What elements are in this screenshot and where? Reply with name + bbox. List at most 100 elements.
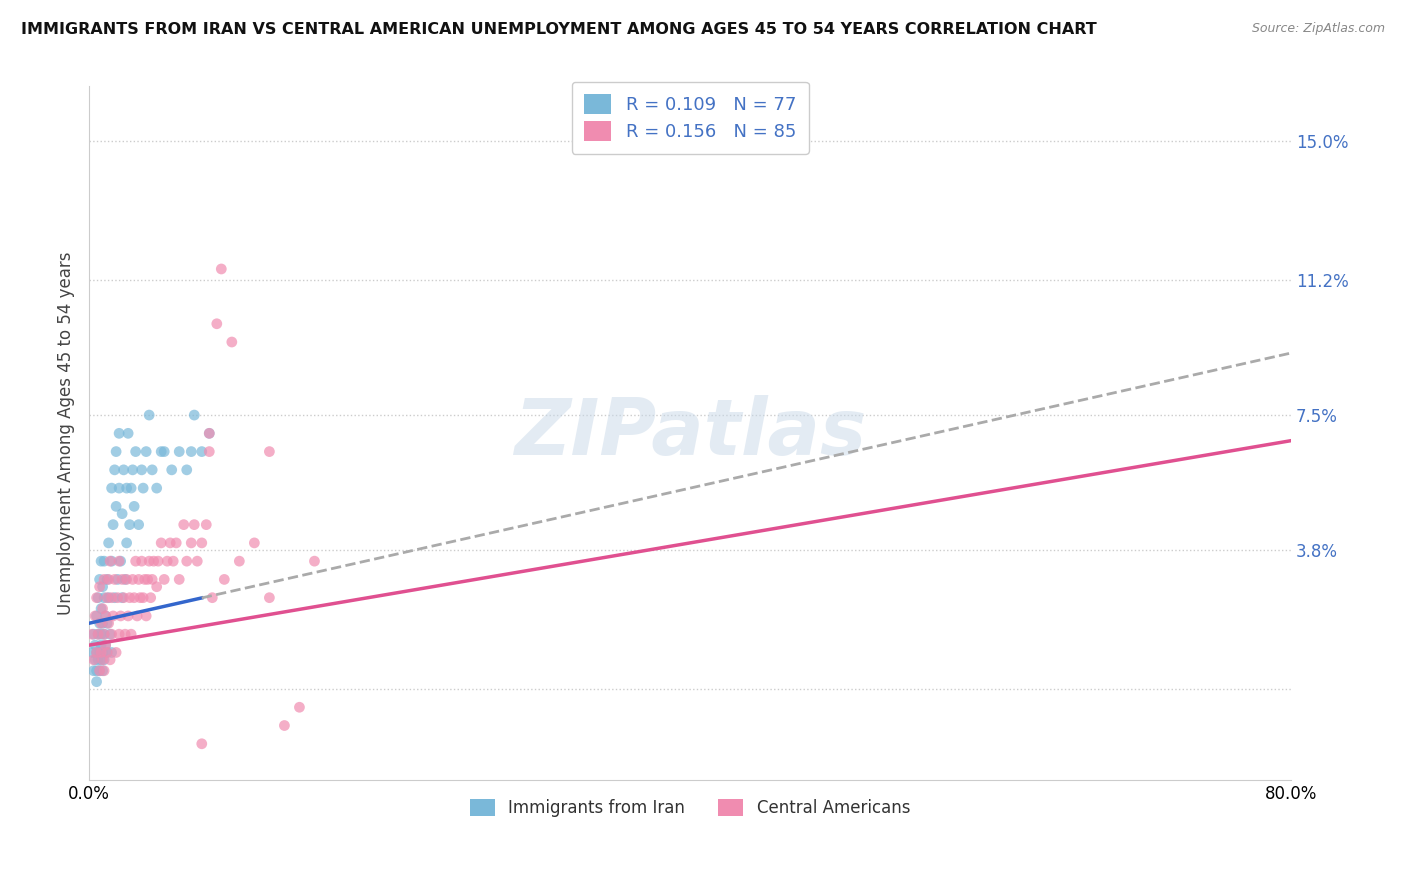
Point: [86, 674, 108, 689]
Point: [124, 444, 146, 458]
Point: [87, 627, 110, 641]
Point: [198, 426, 221, 441]
Point: [122, 591, 145, 605]
Point: [83, 653, 105, 667]
Point: [112, 463, 135, 477]
Point: [176, 463, 198, 477]
Point: [114, 627, 136, 641]
Point: [90, 653, 112, 667]
Point: [97, 536, 120, 550]
Point: [128, 573, 150, 587]
Point: [124, 554, 146, 568]
Point: [195, 517, 218, 532]
Text: ZIPatlas: ZIPatlas: [515, 395, 866, 471]
Point: [89, 573, 111, 587]
Point: [165, 536, 187, 550]
Point: [118, 517, 141, 532]
Point: [128, 517, 150, 532]
Point: [90, 616, 112, 631]
Point: [107, 573, 129, 587]
Point: [86, 645, 108, 659]
Point: [145, 580, 167, 594]
Point: [159, 536, 181, 550]
Point: [118, 591, 141, 605]
Point: [138, 554, 160, 568]
Point: [96, 645, 118, 659]
Point: [100, 627, 122, 641]
Point: [214, 573, 236, 587]
Point: [105, 444, 128, 458]
Point: [198, 426, 221, 441]
Point: [135, 609, 157, 624]
Point: [156, 554, 179, 568]
Point: [91, 601, 114, 615]
Point: [138, 408, 160, 422]
Point: [221, 334, 243, 349]
Point: [273, 718, 295, 732]
Point: [117, 426, 139, 441]
Point: [167, 444, 190, 458]
Point: [83, 627, 105, 641]
Point: [87, 627, 110, 641]
Point: [93, 591, 115, 605]
Point: [145, 481, 167, 495]
Point: [122, 500, 145, 514]
Text: IMMIGRANTS FROM IRAN VS CENTRAL AMERICAN UNEMPLOYMENT AMONG AGES 45 TO 54 YEARS : IMMIGRANTS FROM IRAN VS CENTRAL AMERICAN…: [21, 22, 1097, 37]
Point: [114, 573, 136, 587]
Point: [94, 609, 117, 624]
Point: [104, 463, 127, 477]
Point: [93, 627, 115, 641]
Point: [90, 601, 112, 615]
Point: [98, 627, 121, 641]
Point: [205, 317, 228, 331]
Legend: Immigrants from Iran, Central Americans: Immigrants from Iran, Central Americans: [464, 792, 917, 824]
Point: [162, 554, 184, 568]
Point: [180, 536, 202, 550]
Point: [139, 591, 162, 605]
Point: [107, 591, 129, 605]
Point: [90, 638, 112, 652]
Point: [101, 517, 124, 532]
Point: [97, 573, 120, 587]
Point: [89, 664, 111, 678]
Point: [94, 609, 117, 624]
Point: [191, 536, 214, 550]
Point: [98, 554, 121, 568]
Point: [93, 664, 115, 678]
Point: [93, 653, 115, 667]
Point: [90, 627, 112, 641]
Point: [105, 500, 128, 514]
Point: [198, 444, 221, 458]
Point: [86, 664, 108, 678]
Point: [209, 262, 232, 277]
Point: [135, 444, 157, 458]
Point: [148, 554, 170, 568]
Point: [131, 463, 153, 477]
Point: [186, 554, 208, 568]
Point: [91, 664, 114, 678]
Point: [127, 609, 149, 624]
Point: [104, 591, 127, 605]
Point: [132, 591, 155, 605]
Point: [259, 444, 281, 458]
Point: [101, 609, 124, 624]
Point: [183, 408, 205, 422]
Point: [80, 627, 103, 641]
Point: [91, 580, 114, 594]
Point: [259, 591, 281, 605]
Point: [86, 591, 108, 605]
Point: [100, 645, 122, 659]
Point: [150, 536, 173, 550]
Point: [167, 573, 190, 587]
Text: Source: ZipAtlas.com: Source: ZipAtlas.com: [1251, 22, 1385, 36]
Point: [96, 616, 118, 631]
Point: [191, 444, 214, 458]
Point: [96, 573, 118, 587]
Point: [304, 554, 326, 568]
Point: [120, 627, 142, 641]
Point: [89, 645, 111, 659]
Point: [86, 645, 108, 659]
Point: [100, 554, 122, 568]
Point: [228, 554, 250, 568]
Point: [87, 591, 110, 605]
